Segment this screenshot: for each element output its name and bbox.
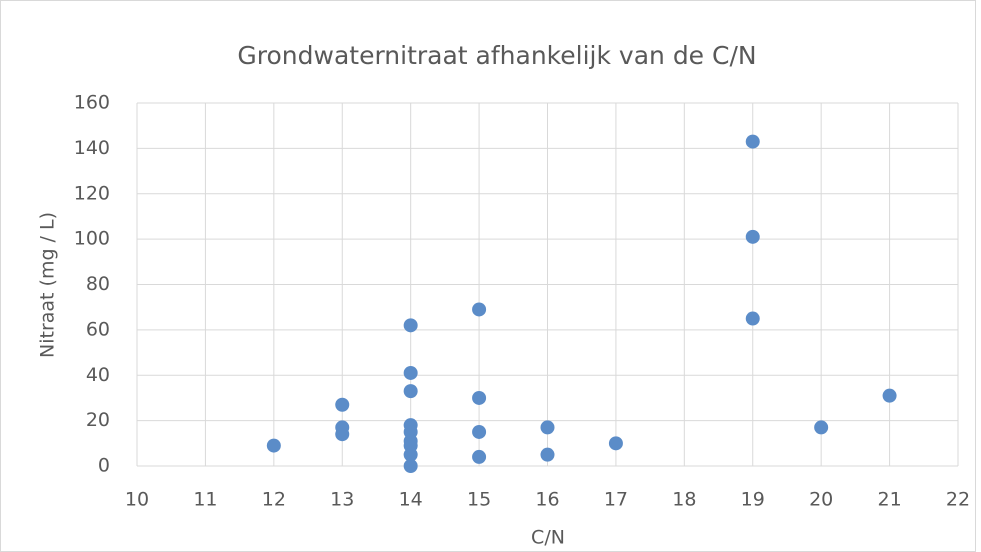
point xyxy=(608,436,623,451)
point xyxy=(403,459,418,473)
point xyxy=(266,438,281,453)
point xyxy=(745,311,760,326)
point xyxy=(472,302,487,317)
point xyxy=(540,420,555,435)
y-tick-label: 140 xyxy=(74,137,110,159)
x-tick-label: 15 xyxy=(467,489,491,511)
x-tick-label: 10 xyxy=(125,489,149,511)
y-tick-label: 80 xyxy=(86,273,110,295)
point xyxy=(745,134,760,149)
point xyxy=(540,447,555,462)
chart-title: Grondwaternitraat afhankelijk van de C/N xyxy=(237,41,756,70)
y-tick-label: 0 xyxy=(98,455,110,477)
x-tick-label: 17 xyxy=(604,489,628,511)
point xyxy=(403,384,418,399)
x-tick-label: 18 xyxy=(672,489,696,511)
x-tick-label: 22 xyxy=(946,489,970,511)
x-tick-label: 19 xyxy=(741,489,765,511)
point xyxy=(745,229,760,244)
x-tick-label: 21 xyxy=(877,489,901,511)
point xyxy=(472,449,487,464)
y-tick-label: 160 xyxy=(74,92,110,114)
x-tick-label: 13 xyxy=(330,489,354,511)
point xyxy=(403,318,418,333)
x-axis-label: C/N xyxy=(531,527,565,549)
point xyxy=(814,420,829,435)
point xyxy=(472,424,487,439)
y-axis-label: Nitraat (mg / L) xyxy=(37,212,59,358)
x-tick-label: 16 xyxy=(535,489,559,511)
x-tick-label: 20 xyxy=(809,489,833,511)
point xyxy=(403,447,418,462)
point xyxy=(403,365,418,380)
y-tick-label: 60 xyxy=(86,318,110,340)
y-tick-label: 20 xyxy=(86,409,110,431)
y-tick-label: 100 xyxy=(74,228,110,250)
x-tick-label: 11 xyxy=(193,489,217,511)
y-tick-label: 40 xyxy=(86,364,110,386)
point xyxy=(335,397,350,412)
x-tick-label: 12 xyxy=(262,489,286,511)
point xyxy=(335,427,350,442)
y-tick-label: 120 xyxy=(74,182,110,204)
point xyxy=(882,388,897,403)
point xyxy=(472,390,487,405)
x-tick-label: 14 xyxy=(399,489,423,511)
